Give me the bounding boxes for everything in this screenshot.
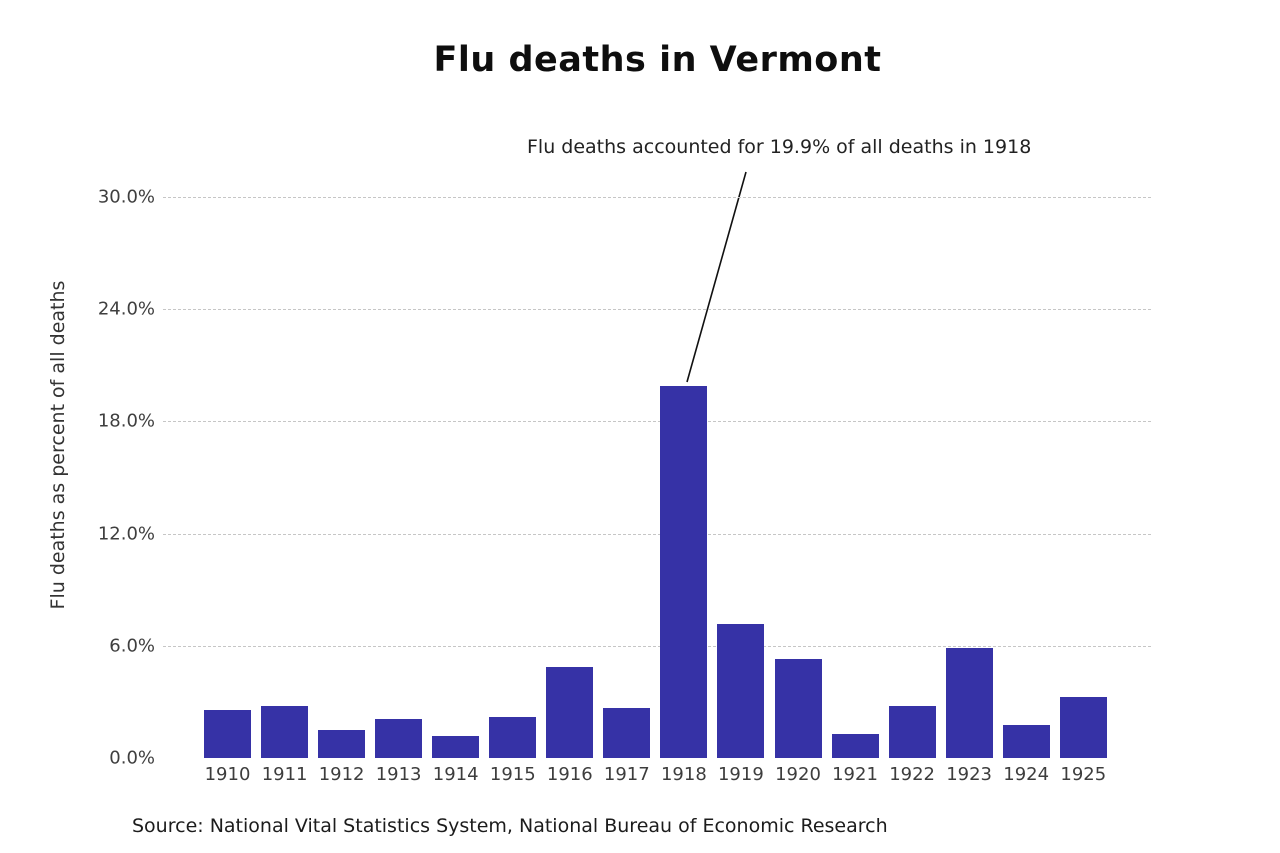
gridline-12	[163, 533, 1152, 535]
ytick-label-6.0%: 6.0%	[109, 635, 155, 657]
bar-1915	[489, 717, 537, 759]
xtick-label-1920: 1920	[775, 764, 821, 785]
ytick-label-30.0%: 30.0%	[97, 186, 155, 208]
xtick-label-1913: 1913	[375, 764, 422, 785]
gridline-24	[163, 309, 1152, 310]
ytick-label-12.0%: 12.0%	[97, 523, 155, 545]
bar-1921	[831, 734, 879, 759]
source-note: Source: National Vital Statistics System…	[132, 815, 888, 837]
xtick-label-1917: 1917	[603, 764, 650, 785]
xtick-label-1910: 1910	[204, 764, 251, 785]
xtick-label-1921: 1921	[832, 764, 878, 785]
gridline-6	[163, 646, 1152, 647]
bar-1911	[261, 705, 309, 759]
xtick-label-1924: 1924	[1003, 764, 1050, 785]
bar-1916	[546, 666, 594, 759]
bar-1924	[1002, 724, 1050, 759]
bar-1910	[204, 709, 251, 759]
bar-1914	[432, 735, 480, 759]
xtick-label-1914: 1914	[432, 764, 479, 785]
gridline-18	[163, 421, 1152, 423]
bar-1917	[603, 707, 651, 759]
bar-1919	[717, 623, 765, 759]
xtick-label-1923: 1923	[946, 764, 992, 785]
annotation-text: Flu deaths accounted for 19.9% of all de…	[527, 136, 1032, 158]
ytick-label-18.0%: 18.0%	[97, 410, 155, 432]
chart-title: Flu deaths in Vermont	[433, 40, 882, 80]
bar-1923	[945, 647, 993, 759]
y-axis-title: Flu deaths as percent of all deaths	[47, 280, 69, 610]
xtick-label-1925: 1925	[1060, 764, 1107, 785]
xtick-label-1922: 1922	[889, 764, 935, 785]
bar-1918	[660, 385, 708, 759]
ytick-label-24.0%: 24.0%	[97, 298, 155, 320]
xtick-label-1911: 1911	[261, 764, 308, 785]
xtick-label-1918: 1918	[660, 764, 707, 785]
bar-1912	[318, 730, 366, 759]
ytick-label-0.0%: 0.0%	[109, 747, 155, 769]
xtick-label-1919: 1919	[717, 764, 764, 785]
bar-1922	[888, 705, 936, 759]
xtick-label-1916: 1916	[546, 764, 593, 785]
bar-1913	[375, 719, 423, 759]
bar-1925	[1059, 696, 1107, 759]
xtick-label-1912: 1912	[318, 764, 365, 785]
bar-1920	[774, 659, 822, 759]
xtick-label-1915: 1915	[489, 764, 536, 785]
gridline-30	[163, 196, 1152, 198]
